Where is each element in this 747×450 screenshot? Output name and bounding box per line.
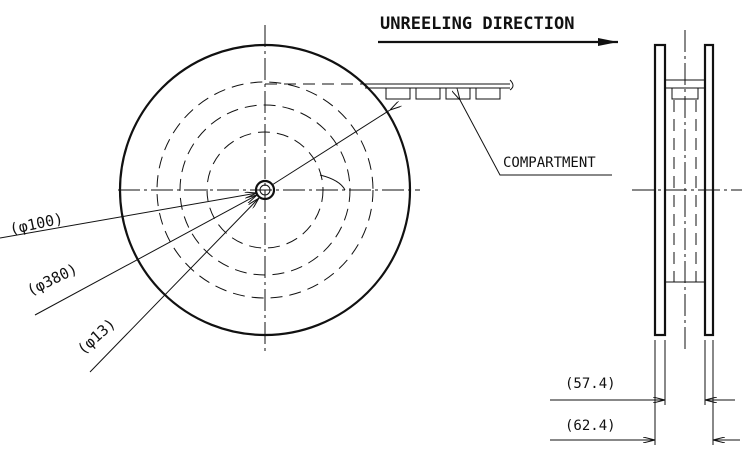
drawing-rect bbox=[446, 88, 470, 99]
reel-drawing: UNREELING DIRECTION COMPARTMENT (φ100) (… bbox=[0, 0, 747, 450]
drawing-rect bbox=[476, 88, 500, 99]
drawing-rect bbox=[416, 88, 440, 99]
compartment-label: COMPARTMENT bbox=[503, 155, 596, 171]
front-view bbox=[0, 25, 612, 372]
hub-diameter-label: (φ100) bbox=[8, 209, 65, 238]
drawing-line bbox=[35, 195, 257, 315]
drawing-line bbox=[90, 198, 259, 372]
arbor-hole-label: (φ13) bbox=[74, 315, 120, 359]
outer-width-label: (62.4) bbox=[565, 418, 616, 434]
inner-width-label: (57.4) bbox=[565, 376, 616, 392]
direction-label: UNREELING DIRECTION bbox=[380, 14, 574, 34]
drawing-path bbox=[510, 80, 513, 90]
reel-diameter-label: (φ380) bbox=[24, 260, 81, 300]
drawing-path bbox=[320, 175, 345, 190]
drawing-line bbox=[272, 110, 390, 185]
drawing-rect bbox=[386, 88, 410, 99]
